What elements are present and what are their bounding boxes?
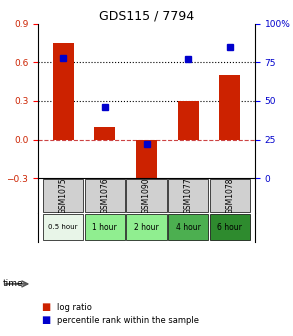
Text: log ratio: log ratio xyxy=(57,303,92,312)
Text: GSM1076: GSM1076 xyxy=(100,177,109,214)
FancyBboxPatch shape xyxy=(43,179,83,212)
FancyBboxPatch shape xyxy=(85,179,125,212)
Text: GSM1077: GSM1077 xyxy=(184,177,193,214)
Text: 2 hour: 2 hour xyxy=(134,223,159,232)
FancyBboxPatch shape xyxy=(85,214,125,241)
FancyBboxPatch shape xyxy=(210,179,250,212)
Bar xyxy=(94,127,115,139)
Bar xyxy=(219,75,240,139)
Text: ■: ■ xyxy=(41,302,50,312)
Text: time: time xyxy=(3,280,23,288)
FancyBboxPatch shape xyxy=(168,179,208,212)
FancyBboxPatch shape xyxy=(127,179,166,212)
Bar xyxy=(178,101,199,139)
Text: percentile rank within the sample: percentile rank within the sample xyxy=(57,316,199,325)
Text: 1 hour: 1 hour xyxy=(92,223,117,232)
Text: ■: ■ xyxy=(41,315,50,325)
Text: 4 hour: 4 hour xyxy=(176,223,201,232)
Text: 0.5 hour: 0.5 hour xyxy=(48,224,78,230)
Text: GSM1078: GSM1078 xyxy=(225,177,234,214)
Text: GSM1090: GSM1090 xyxy=(142,177,151,214)
FancyBboxPatch shape xyxy=(210,214,250,241)
Title: GDS115 / 7794: GDS115 / 7794 xyxy=(99,9,194,23)
FancyBboxPatch shape xyxy=(168,214,208,241)
FancyBboxPatch shape xyxy=(43,214,83,241)
Text: GSM1075: GSM1075 xyxy=(59,177,68,214)
Text: 6 hour: 6 hour xyxy=(217,223,242,232)
FancyBboxPatch shape xyxy=(127,214,166,241)
Bar xyxy=(136,139,157,185)
Bar xyxy=(53,43,74,139)
